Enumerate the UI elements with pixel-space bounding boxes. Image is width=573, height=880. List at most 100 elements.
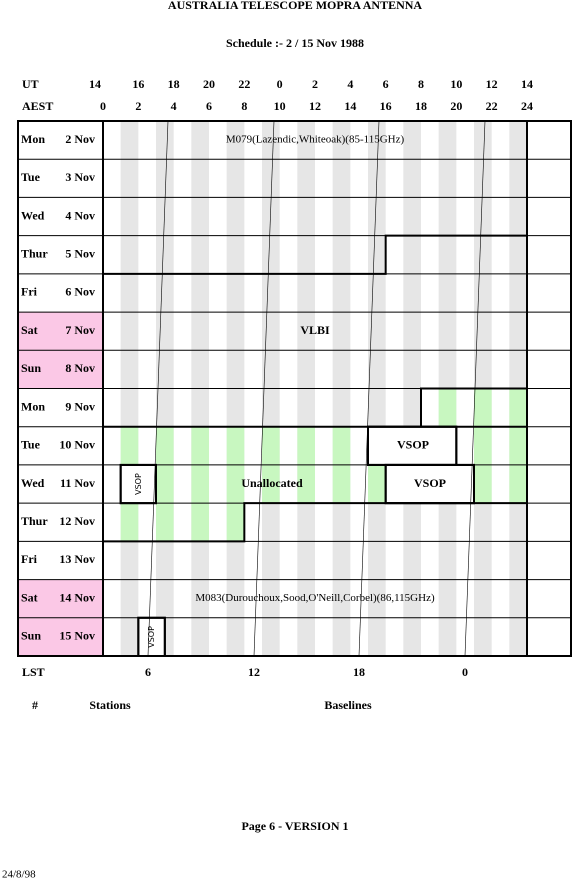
hour-stripe [191, 235, 209, 274]
day-name: Sat [21, 590, 38, 604]
hour-stripe [509, 235, 527, 274]
hour-stripe [509, 541, 527, 580]
ut-hour: 16 [132, 77, 144, 91]
hour-stripe [156, 197, 174, 236]
day-cell [18, 579, 103, 618]
green-stripe [297, 426, 315, 465]
hour-stripe [226, 350, 245, 389]
hour-stripe [509, 159, 527, 198]
day-date: 15 Nov [59, 629, 95, 643]
hour-stripe [438, 235, 457, 274]
ut-hour: 14 [89, 77, 101, 91]
hour-stripe [297, 235, 315, 274]
lst-hour: 18 [353, 665, 365, 679]
print-date: 24/8/98 [2, 869, 36, 880]
hour-stripe [332, 235, 351, 274]
day-cell [18, 617, 103, 656]
hour-stripe [474, 235, 492, 274]
aest-hour: 14 [344, 99, 356, 113]
lst-hour: 6 [145, 665, 151, 679]
hour-stripe [297, 121, 315, 160]
hour-stripe [226, 579, 245, 618]
lst-label: LST [22, 665, 45, 679]
hour-stripe [332, 312, 351, 351]
hour-stripe [332, 579, 351, 618]
day-date: 11 Nov [60, 476, 95, 490]
hour-stripe [120, 388, 139, 427]
hour-stripe [474, 197, 492, 236]
day-date: 5 Nov [65, 247, 95, 261]
day-cell [18, 426, 103, 465]
hour-stripe [403, 273, 421, 313]
day-name: Thur [21, 514, 48, 528]
aest-hour: 4 [171, 99, 177, 113]
hour-stripe [368, 503, 386, 542]
block-boundary [420, 387, 527, 427]
hour-stripe [120, 350, 139, 389]
hour-stripe [156, 312, 174, 351]
green-stripe [509, 464, 527, 504]
hour-stripe [226, 197, 245, 236]
hour-stripe [332, 159, 351, 198]
day-name: Tue [21, 170, 41, 184]
hour-stripe [474, 541, 492, 580]
aest-hour: 10 [274, 99, 286, 113]
block-label: M083(Durouchoux,Sood,O'Neill,Corbel)(86,… [195, 592, 435, 604]
hour-stripe [226, 617, 245, 656]
hour-stripe [262, 121, 280, 160]
hour-stripe [474, 617, 492, 656]
hour-stripe [191, 388, 209, 427]
green-stripe [226, 503, 245, 542]
hour-stripe [191, 159, 209, 198]
green-stripe [474, 464, 492, 504]
vsop-outline [119, 463, 157, 505]
green-stripe [156, 503, 174, 542]
hour-stripe [509, 617, 527, 656]
hour-stripe [156, 541, 174, 580]
hour-stripe [368, 617, 386, 656]
day-date: 12 Nov [59, 514, 95, 528]
day-date: 13 Nov [59, 552, 95, 566]
hour-stripe [156, 388, 174, 427]
hour-stripe [297, 159, 315, 198]
hour-stripe [368, 541, 386, 580]
green-stripe [509, 388, 527, 427]
hour-stripe [332, 388, 351, 427]
hour-stripe [403, 312, 421, 351]
hour-stripe [120, 312, 139, 351]
hour-stripe [403, 503, 421, 542]
green-stripe [191, 464, 209, 504]
aest-label: AEST [22, 99, 53, 113]
green-stripe [332, 464, 351, 504]
hour-stripe [297, 579, 315, 618]
hour-stripe [403, 579, 421, 618]
hour-stripe [474, 579, 492, 618]
hour-stripe [226, 541, 245, 580]
hour-stripe [438, 350, 457, 389]
hour-stripe [262, 197, 280, 236]
aest-hour: 12 [309, 99, 321, 113]
day-date: 2 Nov [65, 132, 95, 146]
day-cell [18, 312, 103, 351]
hour-stripe [262, 159, 280, 198]
col-number: # [32, 698, 38, 712]
hour-stripe [297, 350, 315, 389]
col-baselines: Baselines [324, 698, 372, 712]
hour-stripe [438, 121, 457, 160]
green-stripe [297, 464, 315, 504]
green-stripe [120, 503, 139, 542]
day-name: Fri [21, 552, 38, 566]
hour-stripe [226, 273, 245, 313]
vsop-outline [384, 463, 475, 505]
hour-stripe [438, 273, 457, 313]
hour-stripe [332, 350, 351, 389]
hour-stripe [120, 159, 139, 198]
hour-stripe [120, 197, 139, 236]
block-boundary [103, 234, 527, 275]
day-cell [18, 503, 103, 542]
green-stripe [332, 426, 351, 465]
aest-hour: 18 [415, 99, 427, 113]
aest-hour: 0 [100, 99, 106, 113]
ut-hour: 6 [383, 77, 389, 91]
hour-stripe [368, 273, 386, 313]
